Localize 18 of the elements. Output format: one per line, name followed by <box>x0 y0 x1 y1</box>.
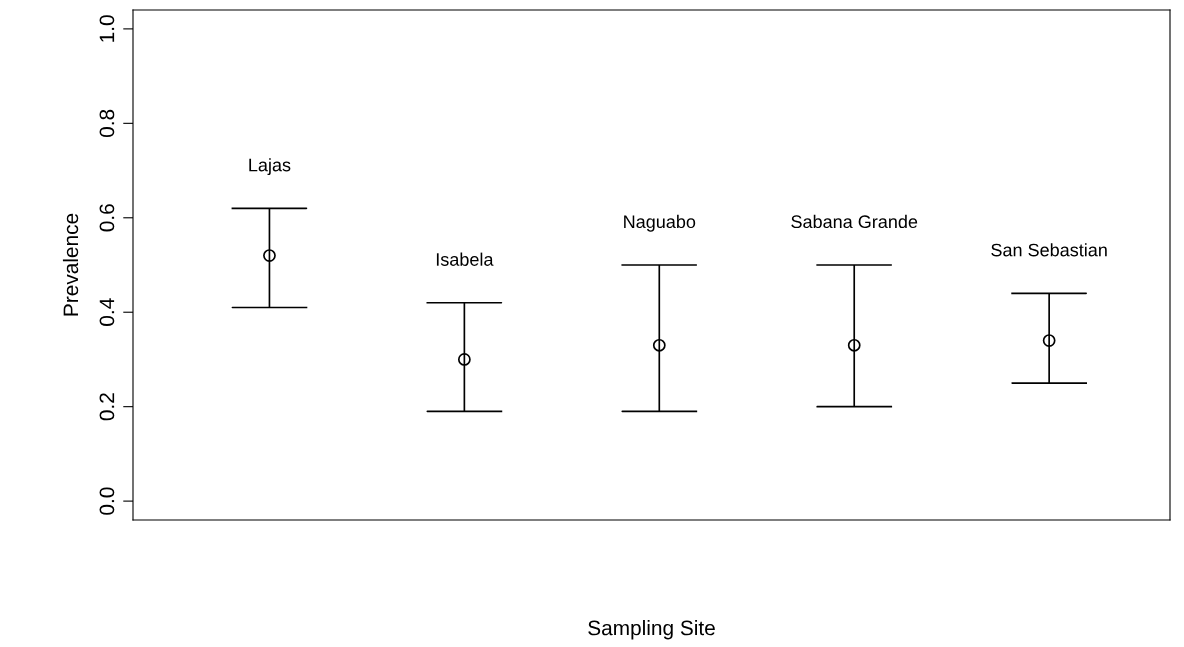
x-tick-label: Lajas <box>249 158 291 175</box>
x-tick-label: Isabela <box>436 252 494 266</box>
point <box>263 249 276 262</box>
y-axis-title: Prevalence <box>62 213 79 316</box>
point <box>457 353 471 366</box>
x-axis-title: Sampling Site <box>588 620 715 640</box>
x-tick-label: San Sebastian <box>991 243 1107 257</box>
y-tick-label: 0.8 <box>99 109 115 137</box>
point <box>652 338 666 352</box>
point <box>847 338 861 352</box>
y-tick-label: 0.4 <box>99 298 115 326</box>
x-tick-label: Naguabo <box>624 214 696 232</box>
y-tick-label: 0.0 <box>99 487 115 515</box>
y-tick-label: 0.6 <box>99 204 115 232</box>
point <box>1042 334 1056 347</box>
x-tick-label: Sabana Grande <box>791 214 918 229</box>
y-tick-label: 0.2 <box>99 393 115 421</box>
y-tick-label: 1.0 <box>99 15 115 42</box>
